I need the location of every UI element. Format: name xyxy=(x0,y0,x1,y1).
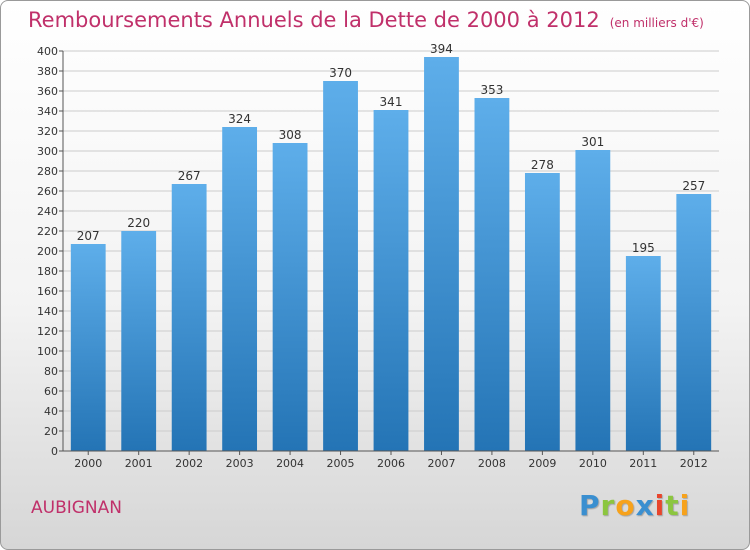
y-tick-label: 400 xyxy=(37,45,58,58)
axes: 0 20 40 60 80 100 120 140 160 180 200 220 240 260 280 3… xyxy=(37,45,719,470)
y-tick-label: 100 xyxy=(37,345,58,358)
x-tick-label: 2007 xyxy=(427,457,455,470)
logo-letter: t xyxy=(665,489,680,522)
bar-value-label: 353 xyxy=(480,83,503,97)
logo-letter: i xyxy=(654,489,666,522)
y-tick-label: 300 xyxy=(37,145,58,158)
y-tick-label: 260 xyxy=(37,185,58,198)
bar-2012 xyxy=(676,194,712,451)
x-tick-label: 2010 xyxy=(579,457,607,470)
logo-letter: i xyxy=(679,489,691,522)
bar-value-label: 267 xyxy=(178,169,201,183)
y-tick-label: 40 xyxy=(44,405,58,418)
y-tick-label: 60 xyxy=(44,385,58,398)
title-text: Remboursements Annuels de la Dette de 20… xyxy=(28,8,600,32)
logo-letter: o xyxy=(615,489,636,522)
x-tick-label: 2000 xyxy=(74,457,102,470)
x-tick-label: 2011 xyxy=(629,457,657,470)
bar-2009 xyxy=(524,173,560,451)
bar-2010 xyxy=(575,150,611,451)
bar-value-label: 308 xyxy=(279,128,302,142)
x-tick-label: 2004 xyxy=(276,457,304,470)
bar-value-label: 207 xyxy=(77,229,100,243)
bar-value-label: 278 xyxy=(531,158,554,172)
bar-2008 xyxy=(474,98,510,451)
bar-2001 xyxy=(121,231,157,451)
y-tick-label: 160 xyxy=(37,285,58,298)
bar-value-label: 301 xyxy=(581,135,604,149)
bar-2005 xyxy=(323,81,358,451)
x-tick-label: 2009 xyxy=(528,457,556,470)
bar-value-label: 220 xyxy=(127,216,150,230)
chart-subtitle: (en milliers d'€) xyxy=(609,16,704,30)
y-tick-label: 380 xyxy=(37,65,58,78)
x-tick-label: 2003 xyxy=(226,457,254,470)
bar-value-label: 257 xyxy=(682,179,705,193)
y-tick-label: 240 xyxy=(37,205,58,218)
bar-value-label: 370 xyxy=(329,66,352,80)
x-tick-label: 2006 xyxy=(377,457,405,470)
x-tick-label: 2012 xyxy=(680,457,708,470)
x-tick-label: 2001 xyxy=(125,457,153,470)
bar-value-label: 341 xyxy=(380,95,403,109)
y-tick-label: 340 xyxy=(37,105,58,118)
bar-2007 xyxy=(424,57,459,451)
y-tick-label: 220 xyxy=(37,225,58,238)
proxiti-logo[interactable]: Proxiti xyxy=(579,489,690,522)
y-tick-label: 20 xyxy=(44,425,58,438)
logo-letter: x xyxy=(635,489,655,522)
bar-2000 xyxy=(70,244,106,451)
x-tick-label: 2008 xyxy=(478,457,506,470)
commune-name: AUBIGNAN xyxy=(31,498,122,518)
x-tick-label: 2002 xyxy=(175,457,203,470)
chart-title: Remboursements Annuels de la Dette de 20… xyxy=(28,8,704,32)
y-tick-label: 320 xyxy=(37,125,58,138)
y-tick-label: 140 xyxy=(37,305,58,318)
y-tick-label: 360 xyxy=(37,85,58,98)
y-tick-label: 280 xyxy=(37,165,58,178)
x-tick-label: 2005 xyxy=(327,457,355,470)
bar-2011 xyxy=(625,256,661,451)
y-tick-label: 200 xyxy=(37,245,58,258)
bar-value-label: 324 xyxy=(228,112,251,126)
bar-value-label: 195 xyxy=(632,241,655,255)
bar-2004 xyxy=(272,143,308,451)
bar-2003 xyxy=(222,127,258,451)
bar-value-label: 394 xyxy=(430,42,453,56)
bar-2006 xyxy=(373,110,409,451)
logo-letter: r xyxy=(600,489,616,522)
bar-2002 xyxy=(171,184,207,451)
logo-letter: P xyxy=(579,489,601,522)
bars: 207 220 267 324 308 370 341 394 353 278 301 195 257 xyxy=(70,42,712,451)
y-tick-label: 180 xyxy=(37,265,58,278)
y-tick-label: 0 xyxy=(51,445,58,458)
y-tick-label: 80 xyxy=(44,365,58,378)
y-tick-label: 120 xyxy=(37,325,58,338)
